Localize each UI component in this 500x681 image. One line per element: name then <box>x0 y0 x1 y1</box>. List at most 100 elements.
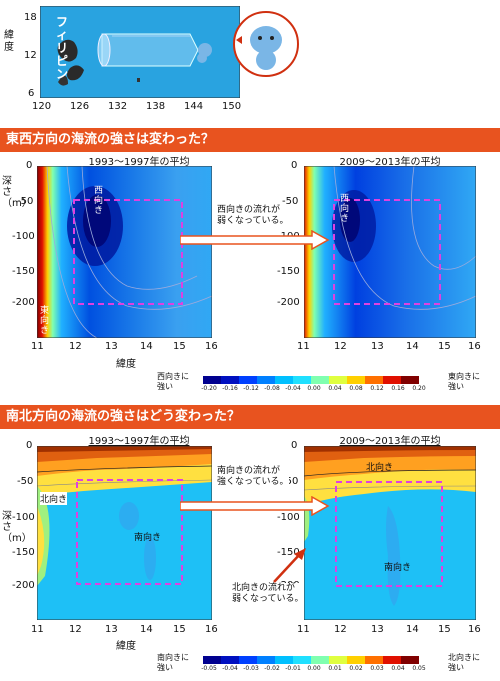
colorbar-tick-label: -0.04 <box>285 385 301 392</box>
colorbar-swatch <box>203 376 222 384</box>
s2-x-tick-r: 11 <box>297 624 310 635</box>
colorbar-swatch <box>203 656 222 664</box>
s2-north-pointer <box>273 548 306 583</box>
s1-right-title: 2009～2013年の平均 <box>339 157 441 168</box>
s1-west-label-right: 西向き <box>340 194 350 224</box>
colorbar-swatch <box>221 656 240 664</box>
map-x-tick: 144 <box>184 101 204 112</box>
colorbar-swatch <box>311 376 330 384</box>
s1-y-tick: -100 <box>12 231 35 242</box>
s2-south-label-right: 南向き <box>384 563 412 573</box>
colorbar-tick-label: 0.02 <box>349 665 363 672</box>
map-x-tick: 150 <box>222 101 242 112</box>
colorbar-swatch <box>365 376 384 384</box>
s2-left-title: 1993～1997年の平均 <box>88 436 190 447</box>
colorbar-swatch <box>293 376 312 384</box>
map-x-tick: 138 <box>146 101 166 112</box>
s1-y-tick: -50 <box>17 196 34 207</box>
s1-x-tick-r: 11 <box>297 341 310 352</box>
s1-y-tick-r: -150 <box>277 266 300 277</box>
colorbar-swatch <box>293 656 312 664</box>
s1-y-tick-r: 0 <box>291 160 298 171</box>
s1-east-label: 東向き <box>40 306 50 336</box>
colorbar-tick-label: 0.08 <box>349 385 363 392</box>
s2-x-tick-r: 14 <box>406 624 419 635</box>
s2-x-tick: 16 <box>205 624 218 635</box>
s1-x-tick: 13 <box>105 341 118 352</box>
s1-x-tick-r: 14 <box>406 341 419 352</box>
colorbar-tick-label: 0.04 <box>391 665 405 672</box>
s1-colorbar-ticks: -0.20 -0.16 -0.12 -0.08 -0.04 0.00 0.04 0.08 0.1… <box>200 385 426 395</box>
section2-header: 南北方向の海流の強さはどう変わった？ <box>0 405 500 429</box>
s1-y-tick-r: -200 <box>277 297 300 308</box>
s1-right-plot <box>304 166 476 338</box>
colorbar-swatch <box>311 656 330 664</box>
s2-right-plot <box>304 446 476 620</box>
colorbar-tick-label: 0.00 <box>307 385 321 392</box>
map-y-tick: 6 <box>28 88 35 99</box>
s1-colorbar <box>203 376 419 384</box>
s1-left-plot <box>37 166 212 338</box>
s2-y-tick: -200 <box>12 580 35 591</box>
colorbar-tick-label: 0.04 <box>328 385 342 392</box>
s2-y-tick: 0 <box>26 440 33 451</box>
s1-bar-left-label: 西向きに 強い <box>157 372 189 391</box>
colorbar-tick-label: 0.12 <box>370 385 384 392</box>
colorbar-swatch <box>239 656 258 664</box>
colorbar-tick-label: -0.08 <box>264 385 280 392</box>
colorbar-swatch <box>383 376 402 384</box>
s2-x-tick-r: 16 <box>468 624 481 635</box>
mascot-illustration <box>233 11 299 77</box>
s1-bar-right-label: 東向きに 強い <box>448 372 480 391</box>
map-x-tick: 132 <box>108 101 128 112</box>
colorbar-tick-label: -0.03 <box>243 665 259 672</box>
s1-left-title: 1993～1997年の平均 <box>88 157 190 168</box>
s2-south-note: 南向きの流れが 強くなっている。 <box>217 466 289 488</box>
s2-compare-arrow <box>180 496 330 516</box>
colorbar-swatch <box>365 656 384 664</box>
colorbar-tick-label: 0.00 <box>307 665 321 672</box>
colorbar-swatch <box>257 376 276 384</box>
colorbar-tick-label: 0.20 <box>412 385 426 392</box>
colorbar-swatch <box>275 376 294 384</box>
s2-x-tick: 15 <box>173 624 186 635</box>
colorbar-swatch <box>275 656 294 664</box>
s2-y-tick-r: -100 <box>277 512 300 523</box>
colorbar-tick-label: 0.16 <box>391 385 405 392</box>
colorbar-tick-label: -0.04 <box>222 665 238 672</box>
s2-north-note: 北向きの流れが 弱くなっている。 <box>232 583 304 605</box>
colorbar-tick-label: 0.01 <box>328 665 342 672</box>
s1-y-tick: -200 <box>12 297 35 308</box>
s1-x-tick-r: 12 <box>334 341 347 352</box>
s2-x-tick: 12 <box>69 624 82 635</box>
colorbar-tick-label: 0.03 <box>370 665 384 672</box>
s1-x-tick: 16 <box>205 341 218 352</box>
colorbar-tick-label: -0.01 <box>285 665 301 672</box>
s1-x-tick: 12 <box>69 341 82 352</box>
colorbar-tick-label: 0.05 <box>412 665 426 672</box>
s2-x-tick: 13 <box>105 624 118 635</box>
s1-x-tick: 11 <box>31 341 44 352</box>
s2-x-tick-r: 12 <box>334 624 347 635</box>
s2-bar-left-label: 南向きに 強い <box>157 653 189 672</box>
s2-north-label-right: 北向き <box>366 463 394 473</box>
s1-west-label: 西向き <box>94 186 104 216</box>
s1-x-tick: 15 <box>173 341 186 352</box>
map-x-tick: 120 <box>32 101 52 112</box>
colorbar-swatch <box>329 376 348 384</box>
s1-change-note: 西向きの流れが 弱くなっている。 <box>217 205 289 227</box>
s2-south-label-left: 南向き <box>134 533 162 543</box>
map-place-label: フィリピン <box>56 15 69 81</box>
s2-y-tick: -150 <box>12 547 35 558</box>
s2-colorbar-ticks: -0.05 -0.04 -0.03 -0.02 -0.01 0.00 0.01 0.02 0.0… <box>200 665 426 675</box>
s1-y-tick: 0 <box>26 160 33 171</box>
s2-y-tick-r: -150 <box>277 547 300 558</box>
colorbar-tick-label: -0.05 <box>201 665 217 672</box>
colorbar-swatch <box>401 656 419 664</box>
s1-x-tick-r: 13 <box>371 341 384 352</box>
map-y-tick: 18 <box>24 12 37 23</box>
colorbar-swatch <box>257 656 276 664</box>
s1-y-tick-r: -50 <box>282 196 299 207</box>
s2-x-tick-r: 13 <box>371 624 384 635</box>
s2-y-label: 深さ（m） <box>2 511 32 544</box>
